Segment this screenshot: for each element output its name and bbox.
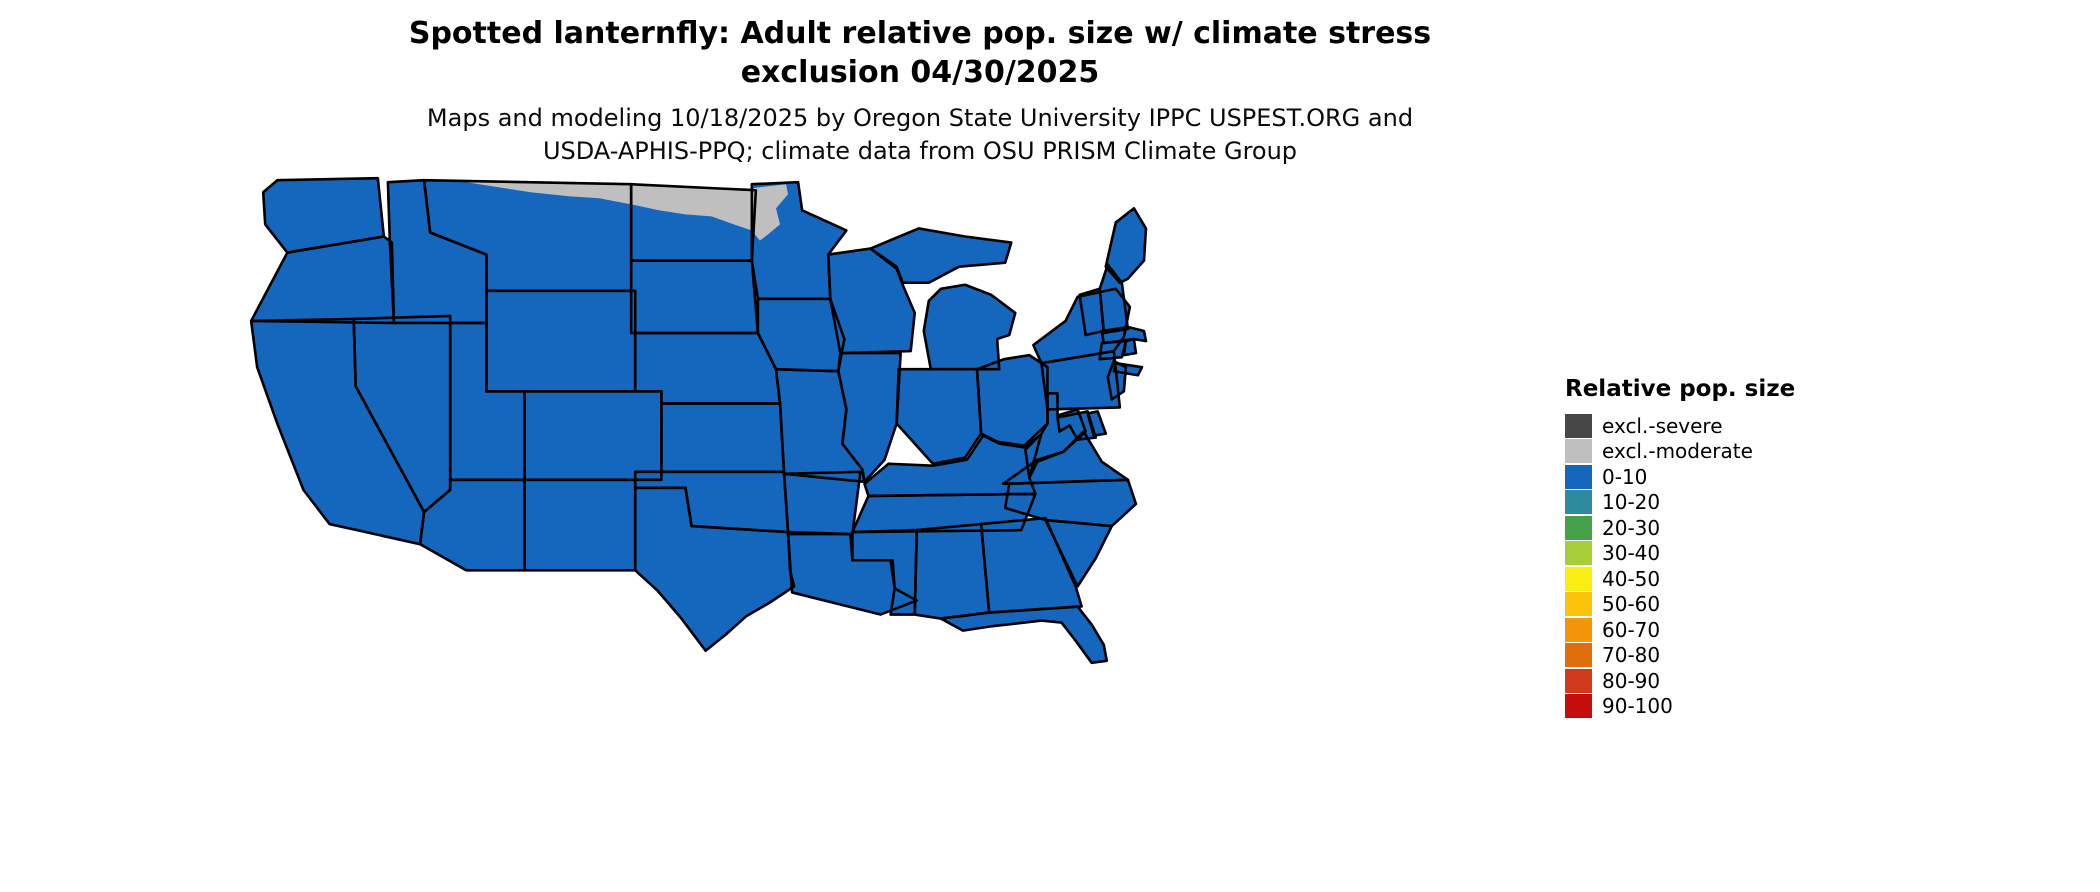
legend-item-label: 70-80 bbox=[1602, 643, 1661, 668]
state-border-ME bbox=[1104, 207, 1148, 285]
state-fill-KS bbox=[661, 403, 785, 472]
legend-item-label: 60-70 bbox=[1602, 617, 1661, 642]
state-fill-OH bbox=[977, 355, 1048, 446]
state-border-TN bbox=[851, 492, 1037, 534]
legend-item-label: 50-60 bbox=[1602, 592, 1661, 617]
state-fill-AR bbox=[784, 471, 861, 535]
legend-title: Relative pop. size bbox=[1565, 376, 1796, 402]
state-fill-UT bbox=[450, 322, 525, 480]
legend-item: excl.-severe bbox=[1565, 413, 1795, 439]
state-border-WV bbox=[1024, 392, 1087, 480]
state-fill-ID bbox=[387, 180, 487, 323]
state-fill-IL bbox=[838, 353, 901, 482]
state-fill-CO bbox=[524, 391, 662, 480]
legend: Relative pop. size excl.-severe excl.-mo… bbox=[1565, 376, 1795, 719]
legend-item: 80-90 bbox=[1565, 668, 1795, 694]
legend-item-label: 20-30 bbox=[1602, 515, 1661, 540]
map-subtitle: Maps and modeling 10/18/2025 by Oregon S… bbox=[0, 102, 1840, 168]
legend-item-label: 90-100 bbox=[1602, 694, 1673, 719]
overlay-north-exclusion bbox=[466, 182, 789, 241]
state-fill-OR bbox=[251, 236, 394, 323]
state-fill-LA bbox=[788, 534, 917, 615]
state-border-MD bbox=[1056, 410, 1098, 441]
state-fill-NM bbox=[524, 479, 636, 571]
state-fill-WY bbox=[486, 290, 636, 392]
state-fill-AL bbox=[914, 524, 990, 619]
legend-item: 60-70 bbox=[1565, 617, 1795, 643]
state-fill-MS bbox=[852, 530, 917, 615]
state-border-NY bbox=[1032, 287, 1132, 365]
legend-item: 0-10 bbox=[1565, 464, 1795, 490]
legend-item-label: 10-20 bbox=[1602, 490, 1661, 515]
us-map-container bbox=[225, 170, 1150, 673]
state-border-FL bbox=[939, 605, 1109, 665]
state-fill-VT bbox=[1079, 288, 1104, 336]
state-border-NY-LI bbox=[1112, 361, 1144, 377]
legend-swatch bbox=[1565, 592, 1592, 617]
state-fill-IN bbox=[896, 369, 982, 464]
legend-item: 40-50 bbox=[1565, 566, 1795, 592]
us-map bbox=[249, 176, 1148, 665]
legend-item-label: excl.-severe bbox=[1602, 413, 1723, 438]
state-border-GA bbox=[979, 516, 1083, 614]
state-fill-MI-UP bbox=[870, 228, 1012, 283]
state-fill-KY bbox=[864, 433, 1042, 496]
state-fill-CA bbox=[251, 318, 425, 545]
map-title-line1: Spotted lanternfly: Adult relative pop. … bbox=[408, 16, 1432, 51]
state-border-VA bbox=[1001, 430, 1130, 486]
state-fill-MI bbox=[923, 284, 1016, 370]
legend-item: excl.-moderate bbox=[1565, 439, 1795, 465]
state-fill-MT bbox=[424, 180, 632, 291]
map-subtitle-line1: Maps and modeling 10/18/2025 by Oregon S… bbox=[426, 104, 1414, 132]
legend-item: 70-80 bbox=[1565, 643, 1795, 669]
state-fill-NC bbox=[1005, 479, 1136, 527]
legend-swatch bbox=[1565, 515, 1592, 540]
state-border-TX bbox=[633, 486, 796, 653]
state-fill-WI bbox=[828, 248, 915, 354]
state-fill-IA bbox=[757, 298, 845, 372]
legend-swatch bbox=[1565, 439, 1592, 464]
state-fill-MO bbox=[775, 369, 865, 482]
state-border-CO bbox=[523, 390, 663, 482]
state-fill-GA bbox=[981, 518, 1082, 613]
legend-item-label: excl.-moderate bbox=[1602, 439, 1753, 464]
legend-swatch bbox=[1565, 413, 1592, 438]
map-title-line2: exclusion 04/30/2025 bbox=[740, 55, 1100, 90]
state-fill-NV bbox=[353, 315, 451, 512]
legend-item-label: 0-10 bbox=[1602, 464, 1648, 489]
state-border-MI-UP bbox=[869, 227, 1013, 285]
legend-swatch bbox=[1565, 694, 1592, 719]
legend-swatch bbox=[1565, 464, 1592, 489]
legend-item-label: 30-40 bbox=[1602, 541, 1661, 566]
state-fill-SC bbox=[1045, 520, 1112, 587]
legend-swatch bbox=[1565, 668, 1592, 693]
legend-swatch bbox=[1565, 566, 1592, 591]
legend-item: 10-20 bbox=[1565, 490, 1795, 516]
legend-swatch bbox=[1565, 643, 1592, 668]
state-fill-SD bbox=[631, 260, 758, 334]
legend-swatch bbox=[1565, 541, 1592, 566]
legend-item-label: 80-90 bbox=[1602, 668, 1661, 693]
state-fill-AZ bbox=[420, 479, 525, 571]
legend-swatch bbox=[1565, 617, 1592, 642]
state-border-MI bbox=[922, 283, 1017, 371]
legend-item: 30-40 bbox=[1565, 541, 1795, 567]
state-fill-VA bbox=[1003, 431, 1128, 484]
chart-header: Spotted lanternfly: Adult relative pop. … bbox=[0, 14, 1840, 168]
legend-item: 50-60 bbox=[1565, 592, 1795, 618]
state-border-CT bbox=[1098, 339, 1128, 361]
state-fill-WA bbox=[263, 178, 384, 253]
map-subtitle-line2: USDA-APHIS-PPQ; climate data from OSU PR… bbox=[542, 137, 1298, 165]
state-border-RI bbox=[1122, 337, 1138, 357]
state-fill-NE bbox=[635, 333, 780, 404]
legend-item: 20-30 bbox=[1565, 515, 1795, 541]
legend-swatch bbox=[1565, 490, 1592, 515]
legend-item-label: 40-50 bbox=[1602, 566, 1661, 591]
legend-item: 90-100 bbox=[1565, 694, 1795, 720]
state-border-NJ bbox=[1106, 359, 1128, 401]
state-fill-FL bbox=[940, 606, 1107, 663]
state-fill-PA bbox=[1041, 351, 1120, 410]
